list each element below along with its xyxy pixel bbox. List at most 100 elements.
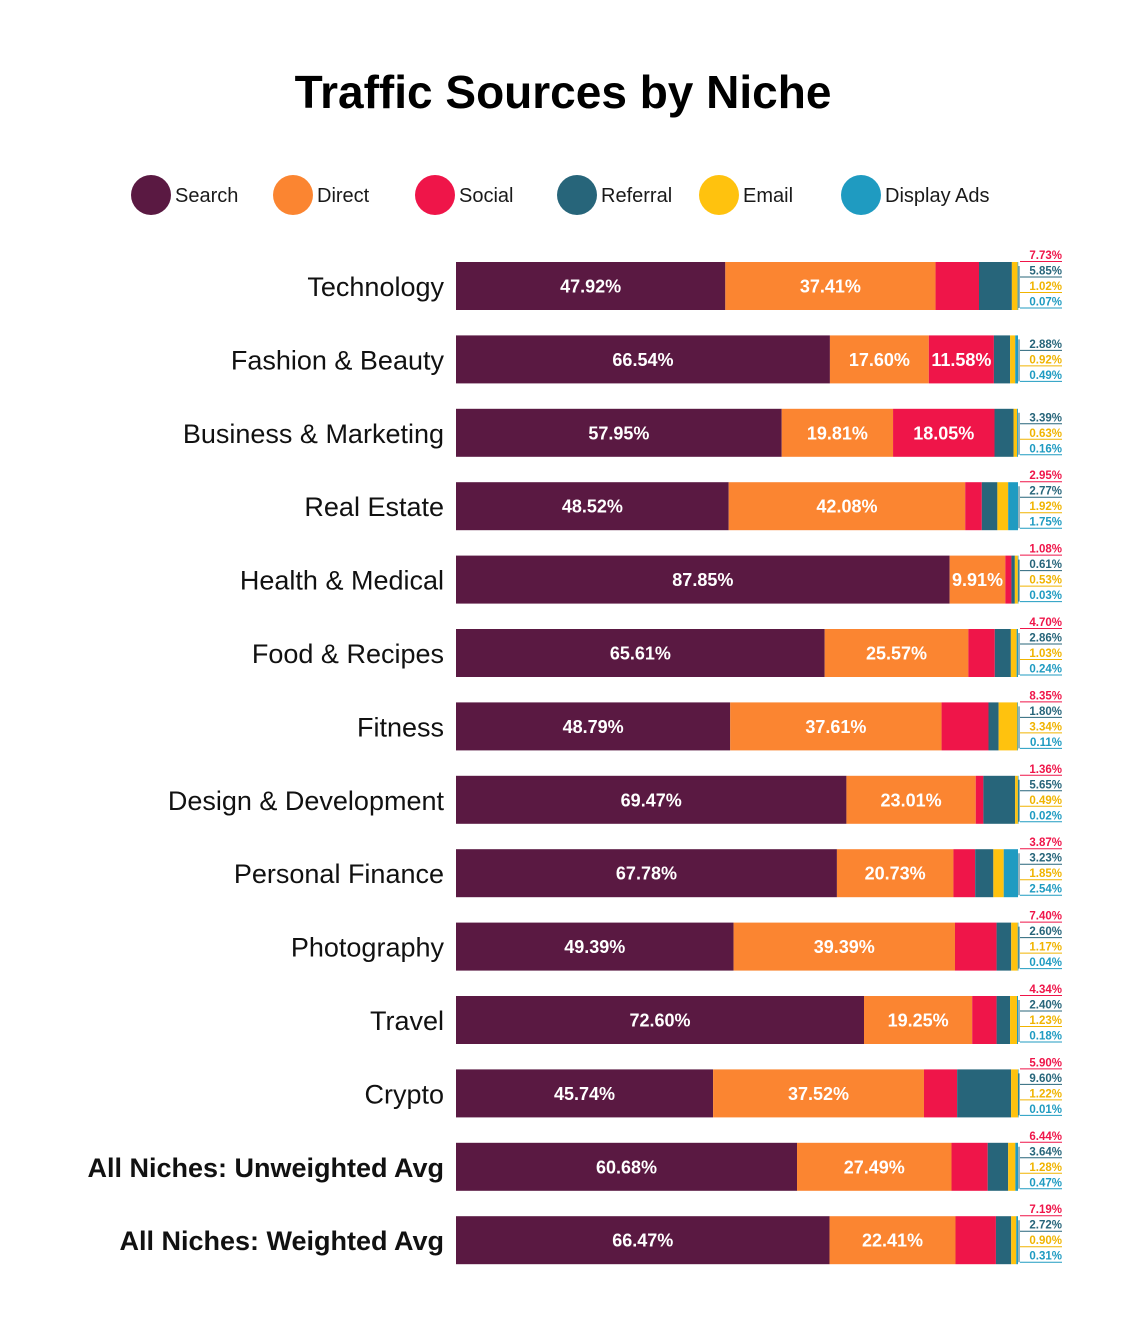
legend-item-direct: Direct bbox=[273, 175, 370, 215]
legend-item-display-ads: Display Ads bbox=[841, 175, 990, 215]
bar-segment-social bbox=[972, 996, 997, 1044]
bar-segment-email bbox=[1011, 1069, 1018, 1118]
bar-segment-display-ads bbox=[1017, 702, 1018, 751]
bar-segment-search bbox=[456, 922, 734, 971]
bar-row-technology: Technology 47.92% 37.41% 7.73% 5.85% 1.02% 0.0… bbox=[307, 250, 1062, 310]
side-value-label: 1.36% bbox=[1029, 764, 1062, 776]
bar-segment-email bbox=[1010, 335, 1016, 384]
category-label: Travel bbox=[370, 1006, 444, 1036]
side-value-label: 2.40% bbox=[1029, 1000, 1062, 1012]
segment-value-label: 39.39% bbox=[814, 937, 875, 957]
legend-label-search: Search bbox=[175, 185, 238, 207]
side-value-label: 7.19% bbox=[1029, 1204, 1062, 1216]
bar-segment-email bbox=[1011, 1216, 1017, 1265]
segment-value-label: 11.58% bbox=[931, 350, 991, 370]
bar-segment-search bbox=[456, 1069, 714, 1118]
category-label: Business & Marketing bbox=[183, 419, 444, 449]
side-value-label: 5.65% bbox=[1029, 779, 1062, 791]
bar-row-business-and-marketing: Business & Marketing 57.95% 19.81% 18.05% 3.… bbox=[183, 408, 1062, 457]
side-value-label: 2.77% bbox=[1029, 486, 1062, 498]
bar-segment-referral bbox=[994, 629, 1011, 677]
side-value-label: 6.44% bbox=[1029, 1131, 1062, 1143]
side-value-label: 2.60% bbox=[1029, 926, 1062, 938]
bar-segment-search bbox=[456, 555, 950, 604]
bar-segment-referral bbox=[981, 482, 998, 531]
legend-label-direct: Direct bbox=[317, 185, 370, 207]
category-label: All Niches: Weighted Avg bbox=[119, 1226, 444, 1256]
bar-row-personal-finance: Personal Finance 67.78% 20.73% 3.87% 3.23% 1.… bbox=[234, 837, 1062, 898]
side-value-label: 0.92% bbox=[1029, 354, 1062, 366]
segment-value-label: 18.05% bbox=[913, 423, 974, 443]
bar-segment-display-ads bbox=[1017, 775, 1019, 824]
category-label: Personal Finance bbox=[234, 859, 444, 889]
segment-value-label: 23.01% bbox=[881, 790, 942, 810]
segment-value-label: 27.49% bbox=[844, 1157, 905, 1177]
bar-segment-search bbox=[456, 849, 837, 898]
bar-rows: Technology 47.92% 37.41% 7.73% 5.85% 1.02% 0.0… bbox=[87, 250, 1062, 1265]
segment-value-label: 19.81% bbox=[807, 423, 868, 443]
bar-segment-display-ads bbox=[1015, 1142, 1018, 1191]
bar-segment-social bbox=[935, 262, 979, 310]
segment-value-label: 72.60% bbox=[629, 1011, 690, 1031]
side-value-label: 7.73% bbox=[1029, 250, 1062, 262]
side-value-label: 1.75% bbox=[1029, 517, 1062, 529]
segment-value-label: 69.47% bbox=[621, 790, 682, 810]
bar-segment-social bbox=[968, 629, 995, 677]
legend-swatch-email bbox=[699, 175, 739, 215]
segment-value-label: 37.41% bbox=[800, 277, 861, 297]
side-value-label: 2.86% bbox=[1029, 633, 1062, 645]
side-value-label: 0.02% bbox=[1029, 810, 1062, 822]
segment-value-label: 22.41% bbox=[862, 1231, 923, 1251]
bar-segment-direct bbox=[797, 1142, 952, 1191]
segment-value-label: 20.73% bbox=[865, 864, 926, 884]
side-value-label: 1.28% bbox=[1029, 1162, 1062, 1174]
bar-segment-search bbox=[456, 775, 847, 824]
bar-segment-social bbox=[954, 922, 997, 971]
segment-value-label: 66.54% bbox=[612, 350, 673, 370]
segment-value-label: 37.52% bbox=[788, 1084, 849, 1104]
side-value-label: 4.34% bbox=[1029, 984, 1062, 996]
bar-segment-email bbox=[1010, 629, 1017, 677]
side-value-label: 8.35% bbox=[1029, 690, 1062, 702]
bar-segment-direct bbox=[730, 702, 942, 751]
side-value-label: 0.16% bbox=[1029, 443, 1062, 455]
side-value-label: 1.08% bbox=[1029, 544, 1062, 556]
bar-segment-direct bbox=[725, 262, 936, 310]
bar-segment-display-ads bbox=[1017, 1069, 1019, 1118]
bar-segment-referral bbox=[988, 702, 999, 751]
bar-row-photography: Photography 49.39% 39.39% 7.40% 2.60% 1.17% 0.… bbox=[291, 911, 1062, 971]
bar-segment-referral bbox=[994, 408, 1014, 457]
side-value-label: 7.40% bbox=[1029, 911, 1062, 923]
bar-segment-display-ads bbox=[1017, 922, 1019, 971]
bar-segment-direct bbox=[713, 1069, 924, 1118]
bar-segment-search bbox=[456, 1142, 798, 1191]
bar-segment-direct bbox=[829, 335, 929, 384]
segment-value-label: 25.57% bbox=[866, 644, 927, 664]
segment-value-label: 87.85% bbox=[672, 570, 733, 590]
bar-segment-referral bbox=[987, 1142, 1009, 1191]
side-value-label: 0.11% bbox=[1030, 737, 1062, 749]
segment-value-label: 9.91% bbox=[952, 570, 1003, 590]
side-value-label: 1.85% bbox=[1029, 868, 1062, 880]
bar-segment-social bbox=[1005, 555, 1012, 604]
bar-segment-email bbox=[1014, 555, 1018, 604]
segment-value-label: 45.74% bbox=[554, 1084, 615, 1104]
bar-segment-search bbox=[456, 482, 729, 531]
bar-row-health-and-medical: Health & Medical 87.85% 9.91% 1.08% 0.61% 0.5… bbox=[240, 544, 1062, 604]
segment-value-label: 47.92% bbox=[560, 277, 621, 297]
segment-value-label: 42.08% bbox=[816, 497, 877, 517]
bar-segment-email bbox=[997, 482, 1009, 531]
bar-segment-referral bbox=[993, 335, 1011, 384]
side-value-label: 3.87% bbox=[1029, 837, 1062, 849]
legend-label-display-ads: Display Ads bbox=[885, 185, 990, 207]
bar-segment-referral bbox=[996, 922, 1012, 971]
bar-segment-referral bbox=[1011, 555, 1015, 604]
bar-segment-display-ads bbox=[1017, 262, 1019, 310]
bar-segment-search bbox=[456, 1216, 830, 1265]
bar-segment-email bbox=[1013, 408, 1018, 457]
segment-value-label: 19.25% bbox=[888, 1011, 949, 1031]
bar-segment-search bbox=[456, 996, 865, 1044]
bar-row-crypto: Crypto 45.74% 37.52% 5.90% 9.60% 1.22% 0.01% bbox=[364, 1057, 1062, 1118]
bar-segment-email bbox=[1011, 262, 1018, 310]
side-value-label: 0.18% bbox=[1029, 1031, 1062, 1043]
